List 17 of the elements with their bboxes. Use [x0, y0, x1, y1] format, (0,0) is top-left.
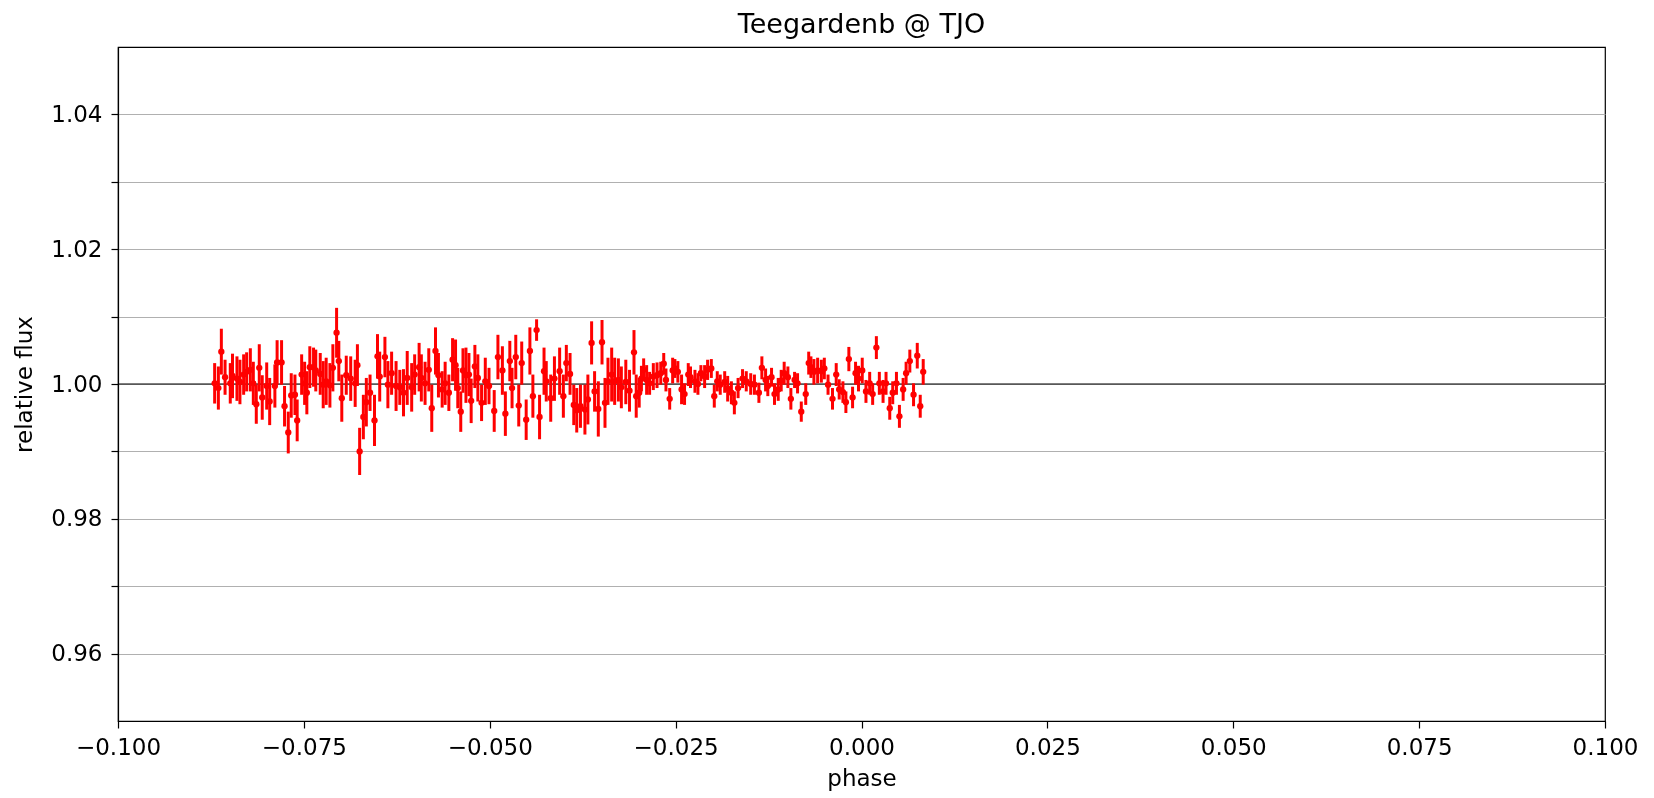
x-tick-label: 0.000 — [829, 733, 895, 760]
x-tick-label: −0.100 — [75, 733, 162, 760]
y-tick-label: 1.02 — [51, 235, 103, 262]
y-tick-label: 0.98 — [51, 505, 103, 532]
x-axis-title: phase — [827, 764, 897, 791]
y-tick-label: 1.00 — [51, 370, 103, 397]
y-tick-label: 1.04 — [51, 100, 103, 127]
x-tick-label: −0.075 — [261, 733, 347, 760]
x-tick-label: −0.050 — [447, 733, 533, 760]
x-tick-label: 0.100 — [1572, 733, 1639, 760]
y-axis-title: relative flux — [11, 316, 38, 453]
x-tick-label: −0.025 — [633, 733, 719, 760]
x-tick-label: 0.050 — [1200, 733, 1267, 760]
x-tick-label: 0.025 — [1014, 733, 1081, 760]
y-tick-label: 0.96 — [51, 640, 103, 667]
chart-title: Teegardenb @ TJO — [736, 8, 986, 39]
x-tick-label: 0.075 — [1386, 733, 1453, 760]
